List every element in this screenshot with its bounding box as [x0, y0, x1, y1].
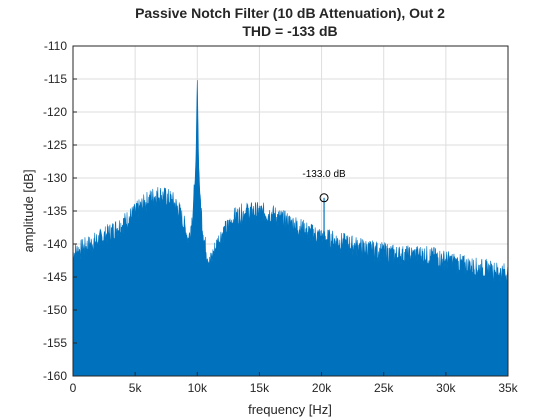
x-tick-label: 0	[70, 381, 77, 395]
y-tick-label: -135	[43, 204, 67, 218]
spectrum-fill	[72, 80, 509, 377]
y-tick-label: -110	[44, 39, 67, 53]
x-tick-label: 25k	[374, 381, 394, 395]
chart-title: Passive Notch Filter (10 dB Attenuation)…	[135, 5, 445, 21]
chart-subtitle: THD = -133 dB	[242, 23, 337, 39]
y-tick-label: -145	[43, 270, 67, 284]
y-tick-label: -115	[44, 72, 67, 86]
y-tick-label: -160	[43, 369, 67, 383]
y-tick-label: -120	[43, 105, 67, 119]
y-tick-label: -130	[43, 171, 67, 185]
x-tick-label: 5k	[129, 381, 143, 395]
axis-ticks: 0 5k 10k 15k 20k 25k 30k 35k -110 -115 -120 -125 -13…	[43, 39, 519, 395]
x-tick-label: 30k	[436, 381, 456, 395]
y-tick-label: -150	[43, 303, 67, 317]
x-tick-label: 10k	[188, 381, 208, 395]
x-axis-label: frequency [Hz]	[248, 402, 332, 417]
y-axis-label: amplitude [dB]	[21, 169, 36, 252]
y-tick-label: -140	[43, 237, 67, 251]
y-tick-label: -125	[43, 138, 67, 152]
data-layer: -133.0 dB	[72, 80, 509, 377]
x-tick-label: 15k	[250, 381, 270, 395]
harmonic-marker-label: -133.0 dB	[302, 169, 346, 180]
x-tick-label: 20k	[312, 381, 332, 395]
x-tick-label: 35k	[498, 381, 518, 395]
y-tick-label: -155	[43, 336, 67, 350]
harmonic-marker	[319, 193, 329, 203]
